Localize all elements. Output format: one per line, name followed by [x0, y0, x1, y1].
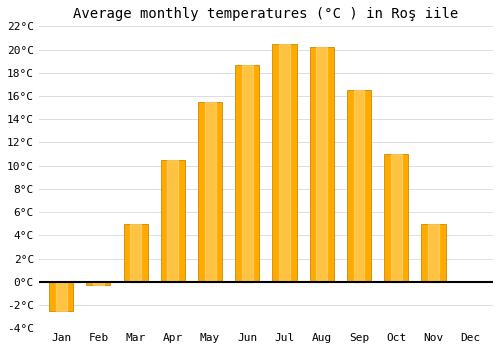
Bar — [384, 154, 408, 282]
Bar — [235, 65, 260, 282]
Bar — [310, 47, 334, 282]
Bar — [198, 102, 222, 282]
Bar — [316, 47, 327, 282]
Bar — [124, 224, 148, 282]
Bar — [86, 282, 110, 285]
Bar — [347, 90, 371, 282]
Bar — [130, 224, 141, 282]
Bar — [56, 282, 66, 311]
Bar — [391, 154, 402, 282]
Bar — [242, 65, 253, 282]
Bar — [49, 282, 73, 311]
Bar — [160, 160, 185, 282]
Bar — [168, 160, 178, 282]
Bar — [428, 224, 439, 282]
Bar — [422, 224, 446, 282]
Title: Average monthly temperatures (°C ) in Roş iile: Average monthly temperatures (°C ) in Ro… — [74, 7, 458, 21]
Bar — [93, 282, 104, 285]
Bar — [279, 44, 290, 282]
Bar — [204, 102, 216, 282]
Bar — [354, 90, 364, 282]
Bar — [272, 44, 296, 282]
